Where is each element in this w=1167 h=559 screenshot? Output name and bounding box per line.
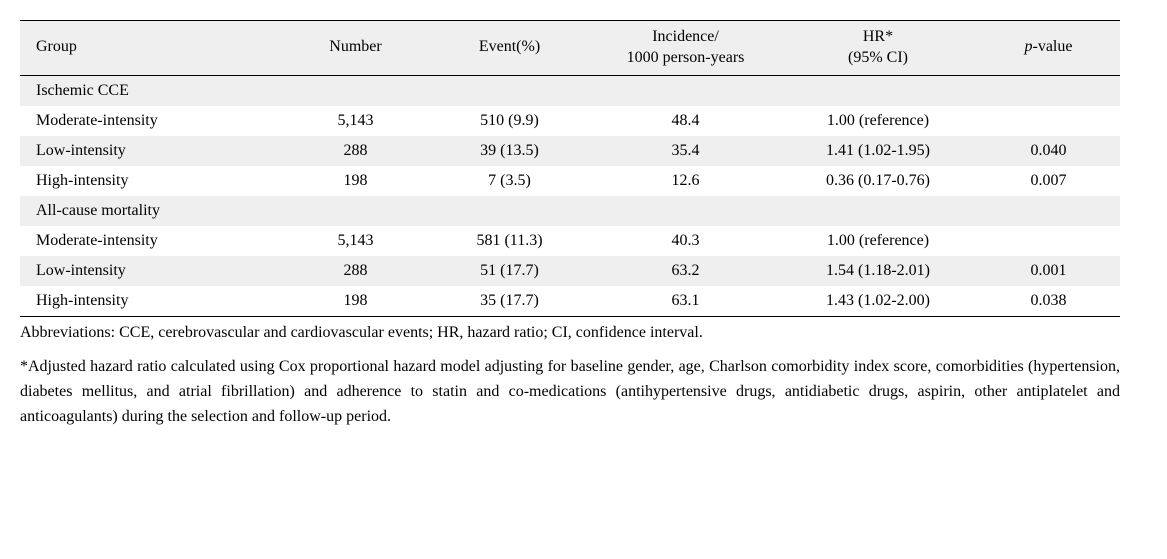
cell-pvalue — [977, 106, 1120, 136]
cell-incidence: 40.3 — [592, 226, 779, 256]
cell-hr: 1.43 (1.02-2.00) — [779, 286, 977, 317]
cell-incidence: 63.1 — [592, 286, 779, 317]
cell-incidence: 63.2 — [592, 256, 779, 286]
cell-hr: 1.54 (1.18-2.01) — [779, 256, 977, 286]
cell-pvalue: 0.007 — [977, 166, 1120, 196]
footnote-abbrev: Abbreviations: CCE, cerebrovascular and … — [20, 321, 1120, 346]
cell-event: 510 (9.9) — [427, 106, 592, 136]
table-row: Moderate-intensity5,143510 (9.9)48.41.00… — [20, 106, 1120, 136]
cell-number: 198 — [284, 166, 427, 196]
cell-group: High-intensity — [20, 286, 284, 317]
section-title: All-cause mortality — [20, 196, 1120, 226]
cell-event: 7 (3.5) — [427, 166, 592, 196]
cell-number: 288 — [284, 256, 427, 286]
table-row: Low-intensity28839 (13.5)35.41.41 (1.02-… — [20, 136, 1120, 166]
cell-group: Low-intensity — [20, 256, 284, 286]
footnotes: Abbreviations: CCE, cerebrovascular and … — [20, 321, 1120, 430]
cell-incidence: 12.6 — [592, 166, 779, 196]
col-header-incidence: Incidence/1000 person-years — [592, 21, 779, 76]
table-row: Low-intensity28851 (17.7)63.21.54 (1.18-… — [20, 256, 1120, 286]
cell-number: 5,143 — [284, 226, 427, 256]
table-body: Ischemic CCEModerate-intensity5,143510 (… — [20, 75, 1120, 316]
table-row: High-intensity19835 (17.7)63.11.43 (1.02… — [20, 286, 1120, 317]
table-row: High-intensity1987 (3.5)12.60.36 (0.17-0… — [20, 166, 1120, 196]
cell-hr: 1.00 (reference) — [779, 226, 977, 256]
cell-pvalue — [977, 226, 1120, 256]
section-row: Ischemic CCE — [20, 75, 1120, 106]
col-header-group: Group — [20, 21, 284, 76]
cell-number: 5,143 — [284, 106, 427, 136]
table-header: Group Number Event(%) Incidence/1000 per… — [20, 21, 1120, 76]
cell-hr: 1.41 (1.02-1.95) — [779, 136, 977, 166]
cell-group: Moderate-intensity — [20, 106, 284, 136]
cell-pvalue: 0.038 — [977, 286, 1120, 317]
col-header-pvalue: p-value — [977, 21, 1120, 76]
cell-event: 581 (11.3) — [427, 226, 592, 256]
results-table-container: Group Number Event(%) Incidence/1000 per… — [20, 20, 1120, 317]
footnote-adjusted: *Adjusted hazard ratio calculated using … — [20, 355, 1120, 429]
cell-incidence: 35.4 — [592, 136, 779, 166]
section-row: All-cause mortality — [20, 196, 1120, 226]
cell-hr: 1.00 (reference) — [779, 106, 977, 136]
col-header-hr: HR*(95% CI) — [779, 21, 977, 76]
pvalue-suffix: -value — [1033, 38, 1073, 55]
results-table: Group Number Event(%) Incidence/1000 per… — [20, 20, 1120, 317]
pvalue-italic-p: p — [1025, 38, 1033, 55]
col-header-number: Number — [284, 21, 427, 76]
cell-incidence: 48.4 — [592, 106, 779, 136]
cell-event: 39 (13.5) — [427, 136, 592, 166]
cell-pvalue: 0.040 — [977, 136, 1120, 166]
cell-number: 198 — [284, 286, 427, 317]
section-title: Ischemic CCE — [20, 75, 1120, 106]
cell-number: 288 — [284, 136, 427, 166]
cell-pvalue: 0.001 — [977, 256, 1120, 286]
table-row: Moderate-intensity5,143581 (11.3)40.31.0… — [20, 226, 1120, 256]
cell-group: Low-intensity — [20, 136, 284, 166]
col-header-event: Event(%) — [427, 21, 592, 76]
cell-group: High-intensity — [20, 166, 284, 196]
cell-event: 35 (17.7) — [427, 286, 592, 317]
cell-hr: 0.36 (0.17-0.76) — [779, 166, 977, 196]
cell-event: 51 (17.7) — [427, 256, 592, 286]
cell-group: Moderate-intensity — [20, 226, 284, 256]
